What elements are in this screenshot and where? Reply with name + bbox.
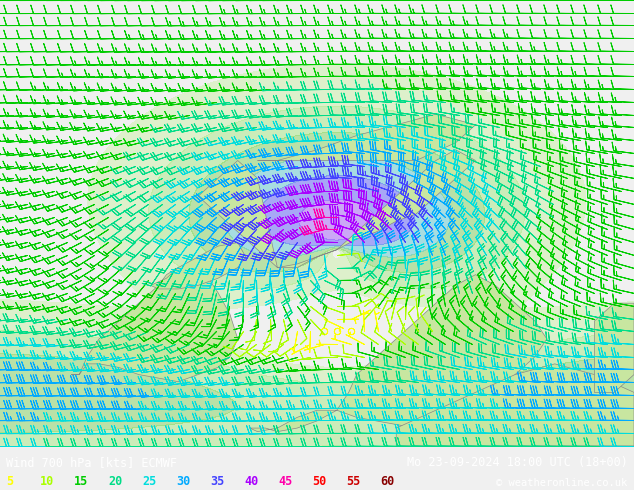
- Text: 25: 25: [143, 475, 157, 488]
- Text: 5: 5: [6, 475, 13, 488]
- Text: Mo 23-09-2024 18:00 UTC (18+00): Mo 23-09-2024 18:00 UTC (18+00): [407, 456, 628, 468]
- Text: 50: 50: [313, 475, 327, 488]
- Text: 55: 55: [346, 475, 361, 488]
- Text: 30: 30: [176, 475, 191, 488]
- Text: © weatheronline.co.uk: © weatheronline.co.uk: [496, 478, 628, 488]
- Polygon shape: [396, 364, 634, 446]
- Text: 60: 60: [380, 475, 394, 488]
- Text: Wind 700 hPa [kts] ECMWF: Wind 700 hPa [kts] ECMWF: [6, 456, 178, 468]
- Polygon shape: [257, 114, 476, 161]
- Text: 40: 40: [244, 475, 259, 488]
- Polygon shape: [250, 275, 547, 432]
- Polygon shape: [151, 243, 246, 289]
- Polygon shape: [198, 150, 476, 268]
- Polygon shape: [72, 268, 238, 382]
- Text: 45: 45: [278, 475, 293, 488]
- Text: 20: 20: [108, 475, 122, 488]
- Text: 10: 10: [41, 475, 55, 488]
- Text: 35: 35: [210, 475, 224, 488]
- Text: 15: 15: [74, 475, 89, 488]
- Polygon shape: [595, 303, 634, 392]
